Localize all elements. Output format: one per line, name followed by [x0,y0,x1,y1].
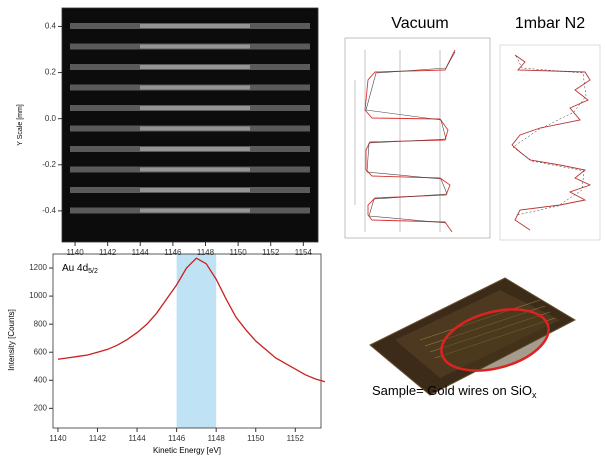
detector-stripes [70,23,310,214]
y-tick-label: 0.4 [45,22,57,31]
y-tick-label: 200 [34,403,48,412]
highlight-band [176,254,217,428]
stripe-core [140,188,250,192]
x-tick-label: 1148 [208,434,226,443]
y-axis-label: Y Scale [mm] [17,104,24,146]
stripe-core [140,147,250,151]
annotation: Au 4d5/2 [62,263,98,275]
y-tick-label: 1200 [29,263,47,272]
vacuum-plot [344,37,491,239]
n2-trace-2 [512,55,587,216]
caption-text: Sample= Gold wires on SiO [372,383,532,398]
n2-trace [511,54,592,231]
x-tick-label: 1142 [99,248,117,257]
stripe-core [140,106,250,110]
vacuum-grid [354,50,441,232]
stripe-core [140,126,250,131]
vacuum-trace-2 [365,51,456,224]
stripe-core [140,167,250,172]
x-tick-label: 1148 [197,248,215,257]
x-tick-label: 1140 [66,248,84,257]
caption-sub: x [532,390,537,400]
x-tick-label: 1140 [49,434,67,443]
stripe-core [140,208,250,213]
detector-image [62,8,318,242]
image-frame [61,7,319,243]
y-tick-label: 0.2 [45,68,57,77]
x-tick-label: 1142 [89,434,107,443]
y-tick-label: -0.4 [42,206,56,215]
y-tick-label: 800 [34,319,48,328]
zoom-ellipse [440,308,550,372]
x-tick-label: 1154 [295,248,313,257]
y-tick-label: 600 [34,347,48,356]
n2-plot [499,44,601,241]
x-tick-label: 1152 [287,434,305,443]
x-tick-label: 1146 [168,434,186,443]
x-tick-label: 1152 [262,248,280,257]
y-tick-label: 0.0 [45,114,57,123]
panel-title: 1mbar N2 [515,15,585,32]
stripe-core [140,24,250,28]
x-tick-label: 1144 [132,248,150,257]
annotation-text: Au 4d [62,263,88,274]
vacuum-trace [364,49,456,233]
x-tick-label: 1150 [247,434,265,443]
y-tick-label: -0.2 [42,160,56,169]
y-axis-label: Intensity [Counts] [7,309,16,371]
sample-caption: Sample= Gold wires on SiOx [372,383,537,400]
x-tick-label: 1146 [164,248,182,257]
stripe-core [140,44,250,49]
panel-title: Vacuum [391,15,449,32]
plot-frame [52,253,322,429]
x-tick-label: 1150 [230,248,248,257]
stripe-core [140,65,250,69]
y-tick-label: 400 [34,375,48,384]
spectrum-line [57,257,326,383]
x-tick-label: 1144 [128,434,146,443]
annotation-sub: 5/2 [88,268,98,275]
y-tick-label: 1000 [29,291,47,300]
stripe-core [140,85,250,90]
x-axis-label: Kinetic Energy [eV] [153,446,221,455]
